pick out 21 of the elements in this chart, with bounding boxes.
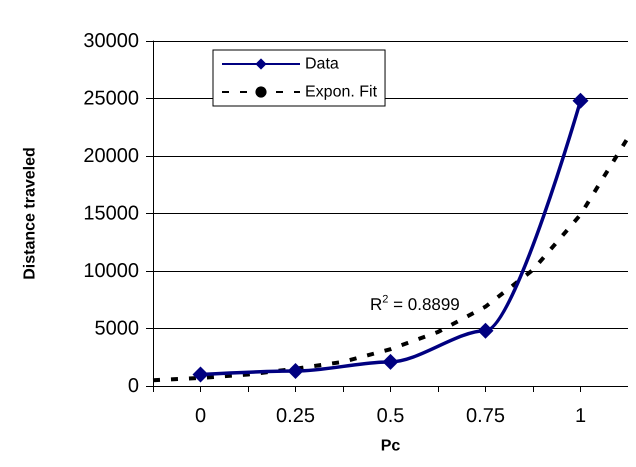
y-tick-label: 30000 (83, 30, 139, 52)
y-axis-title: Distance traveled (22, 147, 38, 280)
y-tick-label: 25000 (83, 88, 139, 110)
point (572, 92, 588, 109)
y-tick-label: 15000 (83, 202, 139, 224)
y-tick-label: 10000 (83, 260, 139, 282)
legend-label: Data (305, 56, 339, 72)
point (192, 366, 208, 382)
y-tick-label: 0 (128, 375, 139, 397)
x-tick-label: 0.5 (376, 405, 404, 427)
x-tick-label: 0 (194, 405, 206, 427)
point (478, 322, 494, 339)
point (288, 363, 304, 380)
x-tick-label: 1 (574, 405, 586, 427)
x-axis-title: Pc (380, 438, 400, 454)
legend-label: Expon. Fit (305, 84, 378, 100)
point (382, 354, 398, 370)
x-tick-label: 0.25 (276, 405, 315, 427)
y-tick-label: 5000 (94, 318, 139, 340)
y-tick-label: 20000 (83, 145, 139, 167)
x-tick-label: 0.75 (466, 405, 505, 427)
